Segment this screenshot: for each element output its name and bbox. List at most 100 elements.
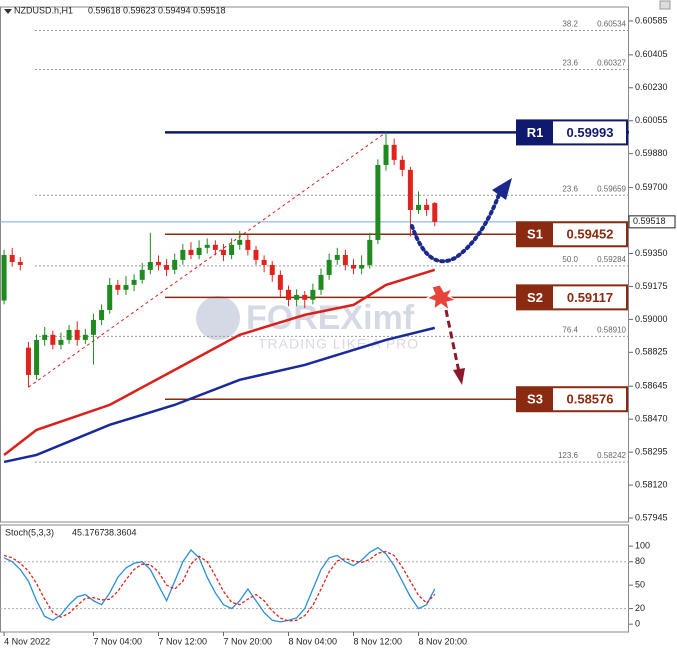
x-tick-label: 8 Nov 04:00	[288, 636, 337, 646]
y-tick-label: 0.58645	[635, 381, 668, 391]
y-tick-label: 0.58295	[635, 447, 668, 457]
x-tick-label: 8 Nov 20:00	[419, 636, 468, 646]
header-low: 0.59494	[158, 5, 191, 15]
candle-body	[9, 254, 15, 262]
y-tick-label: 0.59175	[635, 281, 668, 291]
fib-ratio: 76.4	[562, 325, 578, 334]
stoch-main-value: 45.1767	[72, 527, 105, 537]
candle-body	[285, 289, 291, 300]
candle-body	[253, 249, 259, 260]
fib-ratio: 38.2	[562, 20, 578, 29]
candle-body	[90, 319, 96, 335]
x-tick-label: 7 Nov 04:00	[93, 636, 142, 646]
y-tick-label: 0.60230	[635, 82, 668, 92]
menu-triangle[interactable]	[4, 9, 12, 14]
stoch-title: Stoch(5,3,3)	[5, 527, 54, 537]
main-panel-border	[0, 6, 629, 523]
x-tick-label: 7 Nov 20:00	[223, 636, 272, 646]
candle-body	[164, 264, 170, 270]
header-close: 0.59518	[193, 5, 226, 15]
y-tick-label: 0.57945	[635, 512, 668, 522]
y-tick-label: 0.59700	[635, 182, 668, 192]
candle-body	[1, 254, 7, 301]
candle-body	[131, 279, 137, 285]
level-tag	[517, 120, 553, 145]
candle-body	[107, 284, 113, 310]
candle-body	[204, 244, 210, 248]
level-price: 0.59993	[567, 125, 614, 140]
candle-body	[310, 289, 316, 300]
candle-body	[66, 329, 72, 340]
fib-price: 0.58242	[597, 451, 626, 460]
candle-body	[407, 169, 413, 210]
fib-price: 0.59284	[597, 255, 626, 264]
candle-body	[115, 284, 121, 290]
watermark-slogan: TRADING LIKE A PRO	[258, 336, 419, 352]
candle-body	[302, 294, 308, 300]
level-name: R1	[527, 125, 544, 140]
level-tag	[517, 387, 553, 412]
fib-ratio: 123.6	[558, 451, 579, 460]
stoch-signal-value: 38.3604	[104, 527, 137, 537]
bullish-arrow	[410, 190, 502, 264]
candle-body	[42, 334, 48, 340]
y-tick-label: 0.60405	[635, 49, 668, 59]
y-tick-label: 0.58120	[635, 479, 668, 489]
candle-body	[334, 254, 340, 260]
candle-body	[50, 334, 56, 345]
candle-body	[229, 244, 235, 255]
candle-body	[25, 347, 31, 375]
candle-body	[261, 259, 267, 265]
stoch-line	[3, 550, 436, 622]
level-price: 0.58576	[567, 392, 614, 407]
bullish-arrow-head	[492, 178, 512, 200]
fib-ratio: 50.0	[562, 255, 578, 264]
y-tick-label: 100	[635, 540, 650, 550]
moving-average	[3, 268, 436, 456]
level-price: 0.59117	[567, 290, 613, 305]
moving-average	[3, 326, 436, 464]
candle-body	[432, 203, 438, 222]
candle-body	[367, 239, 373, 265]
candle-body	[359, 264, 365, 269]
level-tag	[517, 285, 553, 310]
candle-body	[342, 254, 348, 265]
current-price-box	[628, 215, 676, 229]
bearish-arrow-head	[453, 368, 465, 385]
fib-price: 0.60534	[597, 20, 626, 29]
fib-price: 0.59659	[597, 184, 626, 193]
header-high: 0.59623	[123, 5, 156, 15]
y-tick-label: 80	[635, 556, 645, 566]
y-tick-label: 20	[635, 603, 645, 613]
x-tick-label: 4 Nov 2022	[4, 636, 50, 646]
x-tick-label: 7 Nov 12:00	[158, 636, 207, 646]
fib-price: 0.60327	[597, 59, 626, 68]
candle-body	[318, 274, 324, 290]
candle-body	[212, 244, 218, 250]
fib-ratio: 23.6	[562, 184, 578, 193]
current-price-label: 0.59518	[633, 216, 666, 226]
candle-body	[294, 294, 300, 300]
window-icon[interactable]	[659, 0, 671, 10]
candle-body	[58, 339, 64, 345]
candle-body	[180, 249, 186, 260]
level-price: 0.59452	[567, 227, 614, 242]
watermark-brand: FOREXimf	[246, 299, 415, 337]
candle-body	[172, 259, 178, 270]
level-name: S2	[527, 290, 543, 305]
candle-body	[123, 284, 129, 290]
candle-body	[139, 269, 145, 280]
y-tick-label: 0.59880	[635, 148, 668, 158]
candle-body	[399, 159, 405, 170]
y-tick-label: 0.60055	[635, 115, 668, 125]
x-tick-label: 8 Nov 12:00	[354, 636, 403, 646]
candle-body	[277, 274, 283, 290]
y-tick-label: 0.58825	[635, 347, 668, 357]
stoch-panel-border	[0, 524, 629, 633]
candle-body	[34, 339, 40, 375]
header-open: 0.59618	[88, 5, 121, 15]
candle-body	[416, 204, 422, 210]
candle-body	[375, 164, 381, 240]
watermark-logo	[196, 296, 240, 340]
level-tag	[517, 222, 553, 247]
